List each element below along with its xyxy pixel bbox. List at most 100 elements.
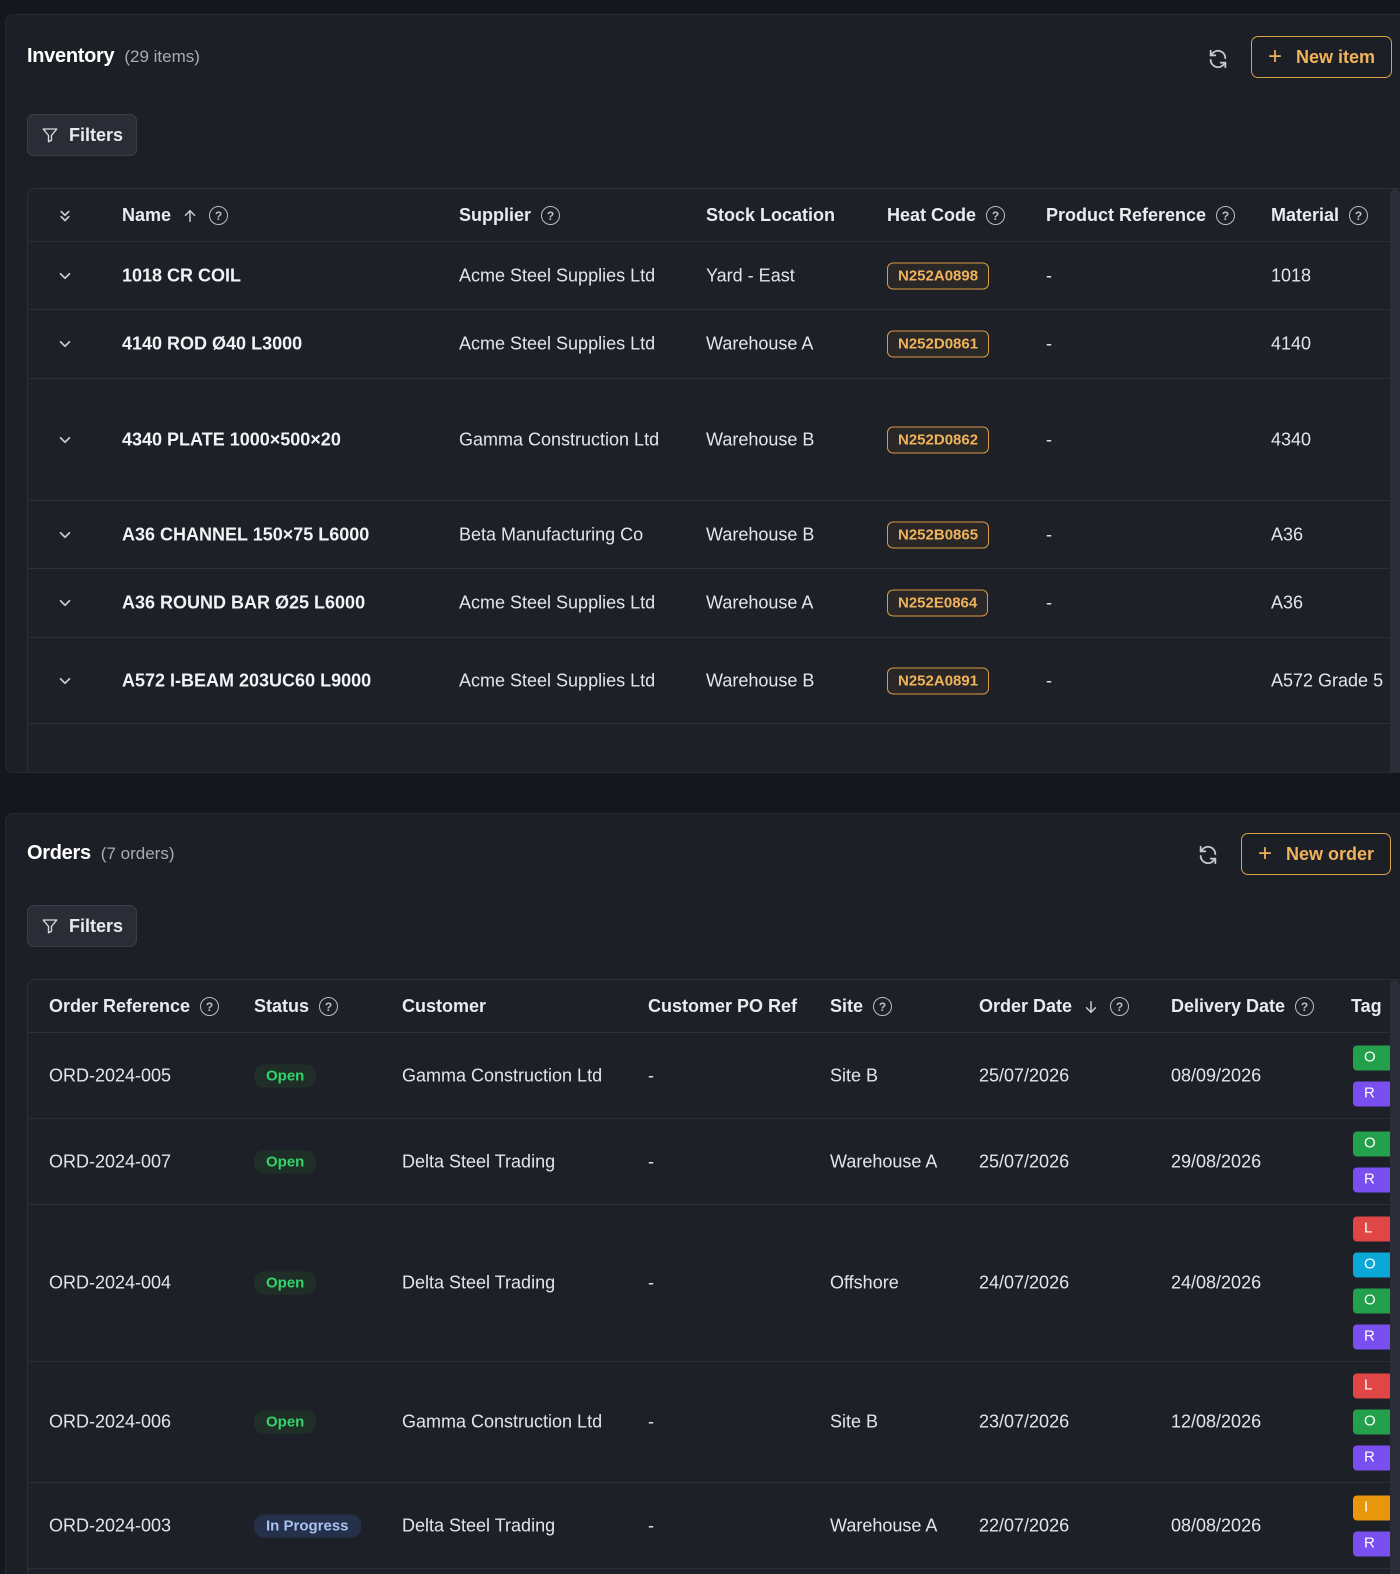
table-row[interactable]: ORD-2024-005 Open Gamma Construction Ltd - S… (28, 1033, 1400, 1119)
cell-product-ref: - (1046, 670, 1052, 690)
inventory-header: Inventory (29 items) (27, 45, 200, 68)
status-badge: Open (254, 1410, 317, 1434)
cell-heat: N252D0862 (887, 426, 990, 453)
tag-chip[interactable]: R (1353, 1445, 1393, 1471)
help-circle-icon[interactable]: ? (200, 997, 220, 1016)
chevron-down-icon[interactable] (56, 267, 74, 285)
cell-po-ref: - (648, 1065, 654, 1085)
help-circle-icon[interactable]: ? (1110, 997, 1130, 1016)
tag-chip[interactable]: R (1353, 1531, 1393, 1556)
chevron-down-icon[interactable] (56, 431, 74, 449)
column-order-ref-label: Order Reference (49, 996, 191, 1016)
tag-chip[interactable]: L (1353, 1373, 1393, 1399)
table-row[interactable]: ORD-2024-006 Open Gamma Construction Ltd - S… (28, 1362, 1400, 1483)
tag-chip[interactable]: R (1353, 1167, 1393, 1192)
table-row[interactable]: ORD-2024-004 Open Delta Steel Trading - Offs… (28, 1205, 1400, 1362)
expand-all-toggle[interactable] (56, 189, 74, 242)
refresh-icon (1199, 845, 1217, 865)
column-header-status[interactable]: Status ? (254, 980, 339, 1033)
column-header-order-date[interactable]: Order Date ? (979, 980, 1130, 1033)
cell-heat: N252E0864 (887, 589, 989, 617)
cell-customer: Gamma Construction Ltd (402, 1065, 603, 1085)
table-row[interactable]: 4140 ROD Ø40 L3000 Acme Steel Supplies Lt… (28, 310, 1400, 379)
inventory-table-header: Name ? Supplier ? Stock Location Heat Co… (28, 189, 1400, 242)
cell-site: Site B (830, 1065, 879, 1085)
column-header-stock-location[interactable]: Stock Location (706, 189, 835, 242)
tag-chip[interactable]: O (1353, 1252, 1393, 1278)
orders-table-header: Order Reference ? Status ? Customer Cust… (28, 980, 1400, 1033)
orders-table: Order Reference ? Status ? Customer Cust… (27, 979, 1400, 1574)
new-order-button[interactable]: + New order (1241, 833, 1392, 875)
table-row[interactable]: ORD-2024-003 In Progress Delta Steel Tradi… (28, 1483, 1400, 1569)
table-row[interactable]: A572 I-BEAM 203UC60 L9000 Acme Steel Supp… (28, 638, 1400, 724)
cell-supplier: Beta Manufacturing Co (459, 524, 644, 544)
table-row[interactable]: 1018 CR COIL Acme Steel Supplies Ltd Yard … (28, 242, 1400, 310)
table-row[interactable]: 4340 PLATE 1000×500×20 Gamma Construction… (28, 379, 1400, 501)
orders-rows: ORD-2024-005 Open Gamma Construction Ltd - S… (28, 1033, 1400, 1569)
column-header-site[interactable]: Site ? (830, 980, 893, 1033)
orders-count: (7 orders) (100, 844, 175, 863)
heat-code-badge: N252D0861 (887, 330, 990, 358)
column-header-material[interactable]: Material ? (1271, 189, 1369, 242)
inventory-table: Name ? Supplier ? Stock Location Heat Co… (27, 188, 1400, 772)
orders-scrollbar[interactable] (1390, 980, 1400, 1574)
tag-chip[interactable]: L (1353, 1216, 1393, 1242)
cell-delivery-date: 29/08/2026 (1171, 1151, 1262, 1171)
arrow-down-icon (1085, 1000, 1097, 1013)
tag-chip[interactable]: R (1353, 1081, 1393, 1106)
cell-location: Warehouse B (706, 429, 815, 449)
tag-chip[interactable]: O (1353, 1288, 1393, 1314)
column-header-product-reference[interactable]: Product Reference ? (1046, 189, 1236, 242)
orders-refresh-button[interactable] (1193, 840, 1223, 870)
chevron-down-icon[interactable] (56, 594, 74, 612)
tag-chip[interactable]: R (1353, 1324, 1393, 1350)
inventory-filters-button[interactable]: Filters (27, 114, 137, 156)
help-circle-icon[interactable]: ? (986, 206, 1006, 225)
help-circle-icon[interactable]: ? (1216, 206, 1236, 225)
help-circle-icon[interactable]: ? (541, 206, 561, 225)
column-header-name[interactable]: Name ? (122, 189, 229, 242)
cell-heat: N252A0891 (887, 667, 990, 694)
help-circle-icon[interactable]: ? (319, 997, 339, 1016)
column-header-supplier[interactable]: Supplier ? (459, 189, 561, 242)
cell-product-ref: - (1046, 429, 1052, 449)
help-circle-icon[interactable]: ? (873, 997, 893, 1016)
new-item-button[interactable]: + New item (1251, 36, 1393, 78)
cell-customer: Delta Steel Trading (402, 1272, 556, 1293)
refresh-icon (1209, 49, 1227, 69)
cell-ref: ORD-2024-004 (49, 1272, 172, 1293)
column-supplier-label: Supplier (459, 205, 532, 225)
tag-chip[interactable]: O (1353, 1131, 1393, 1156)
status-badge: Open (254, 1271, 317, 1295)
help-circle-icon[interactable]: ? (209, 206, 229, 225)
orders-filters-button[interactable]: Filters (27, 905, 137, 947)
heat-code-badge: N252E0864 (887, 589, 989, 617)
tag-chip[interactable]: O (1353, 1409, 1393, 1435)
column-header-customer-po-ref[interactable]: Customer PO Ref (648, 980, 797, 1033)
chevron-down-icon[interactable] (56, 672, 74, 690)
help-circle-icon[interactable]: ? (1349, 206, 1369, 225)
column-product-ref-label: Product Reference (1046, 205, 1207, 225)
cell-material: 4140 (1271, 333, 1312, 354)
cell-name: A572 I-BEAM 203UC60 L9000 (122, 670, 372, 690)
inventory-scrollbar[interactable] (1390, 189, 1400, 772)
chevron-down-icon[interactable] (56, 335, 74, 353)
chevron-down-icon[interactable] (56, 526, 74, 544)
column-order-date-label: Order Date (979, 996, 1073, 1016)
column-header-order-reference[interactable]: Order Reference ? (49, 980, 220, 1033)
table-row[interactable]: A36 ROUND BAR Ø25 L6000 Acme Steel Suppli… (28, 569, 1400, 638)
table-row[interactable]: ORD-2024-007 Open Delta Steel Trading - Ware… (28, 1119, 1400, 1205)
cell-heat: N252D0861 (887, 330, 990, 358)
table-row[interactable]: A36 CHANNEL 150×75 L6000 Beta Manufacturi… (28, 501, 1400, 569)
column-header-customer[interactable]: Customer (402, 980, 486, 1033)
tag-chip[interactable]: O (1353, 1045, 1393, 1070)
column-header-heat-code[interactable]: Heat Code ? (887, 189, 1006, 242)
column-header-delivery-date[interactable]: Delivery Date ? (1171, 980, 1315, 1033)
column-header-tags[interactable]: Tag (1351, 980, 1382, 1033)
cell-supplier: Gamma Construction Ltd (459, 429, 660, 449)
heat-code-badge: N252D0862 (887, 426, 990, 453)
help-circle-icon[interactable]: ? (1295, 997, 1315, 1016)
inventory-refresh-button[interactable] (1203, 44, 1233, 74)
tag-chip[interactable]: I (1353, 1495, 1393, 1520)
